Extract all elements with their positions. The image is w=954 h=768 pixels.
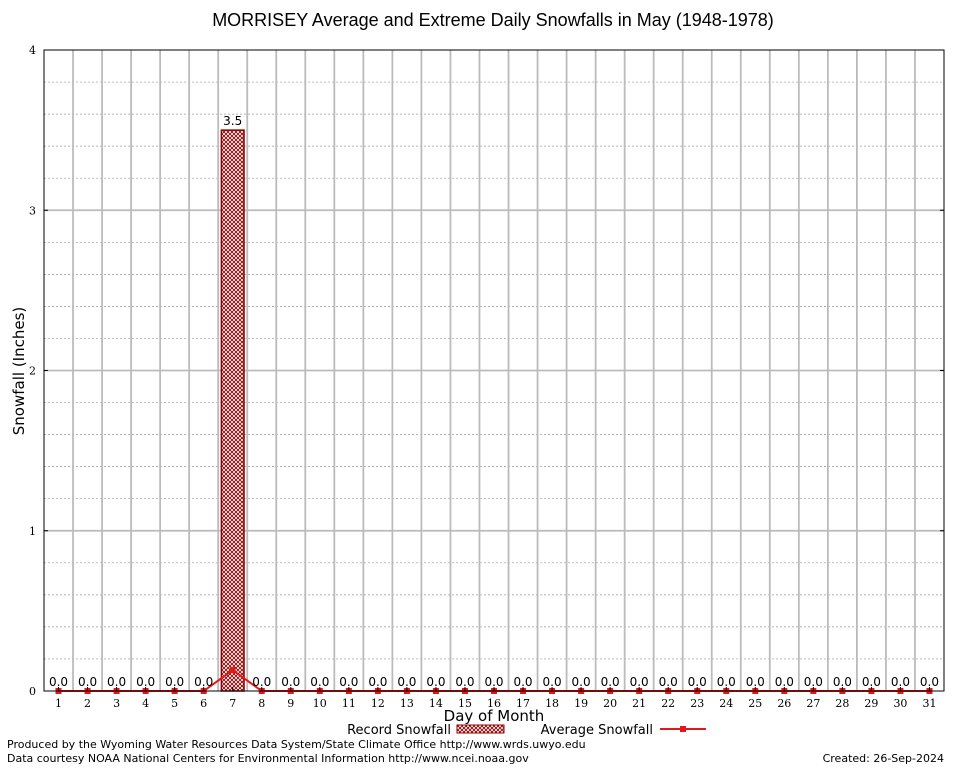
x-tick-label: 24 [719,697,733,710]
x-tick-label: 13 [400,697,414,710]
y-tick-label: 0 [29,685,36,698]
x-tick-label: 11 [342,697,356,710]
legend-average-marker [680,726,686,732]
x-tick-label: 20 [603,697,617,710]
data-label: 0.0 [717,675,736,689]
data-label: 0.0 [165,675,184,689]
data-label: 0.0 [455,675,474,689]
x-tick-label: 7 [229,697,236,710]
data-label: 0.0 [630,675,649,689]
data-label: 0.0 [543,675,562,689]
data-label: 0.0 [513,675,532,689]
data-label: 0.0 [136,675,155,689]
legend-record-label: Record Snowfall [347,723,451,738]
x-tick-label: 28 [835,697,849,710]
data-label: 0.0 [775,675,794,689]
x-tick-label: 15 [458,697,472,710]
data-label: 0.0 [833,675,852,689]
x-tick-label: 9 [287,697,294,710]
grid [44,50,944,691]
data-label: 0.0 [78,675,97,689]
y-tick-label: 3 [29,204,36,217]
x-tick-label: 26 [777,697,791,710]
data-label: 0.0 [310,675,329,689]
data-label: 0.0 [601,675,620,689]
footer-produced-by: Produced by the Wyoming Water Resources … [7,738,586,751]
data-label: 0.0 [484,675,503,689]
data-label: 0.0 [862,675,881,689]
legend-average-label: Average Snowfall [541,723,653,738]
x-tick-label: 30 [893,697,907,710]
x-tick-label: 18 [545,697,559,710]
x-tick-label: 21 [632,697,646,710]
x-tick-label: 6 [200,697,207,710]
x-tick-label: 2 [84,697,91,710]
x-tick-label: 14 [429,697,443,710]
x-tick-label: 8 [258,697,265,710]
x-tick-labels: 1 2 3 4 5 6 7 8 9 10 11 12 13 14 15 16 17 18 19 20 21 22 23 24 2… [55,687,936,710]
y-axis-title: Snowfall (Inches) [10,307,28,435]
legend: Record Snowfall Average Snowfall [347,723,706,738]
bars [220,129,245,692]
x-tick-label: 1 [55,697,62,710]
x-tick-label: 19 [574,697,588,710]
y-tick-label: 4 [29,44,36,57]
record-bar [220,129,245,692]
data-label: 0.0 [339,675,358,689]
data-label: 0.0 [49,675,68,689]
x-tick-label: 10 [313,697,327,710]
data-label: 0.0 [281,675,300,689]
data-label: 0.0 [107,675,126,689]
data-labels: 0.0 0.0 0.0 0.0 0.0 0.0 3.5 0.0 0.0 0.0 0.0 0.0 0.0 0… [49,114,939,689]
data-label: 3.5 [223,114,242,128]
x-tick-label: 22 [661,697,675,710]
data-label: 0.0 [397,675,416,689]
footer-created: Created: 26-Sep-2024 [822,752,944,765]
data-label: 0.0 [688,675,707,689]
data-label: 0.0 [746,675,765,689]
y-tick-label: 2 [29,365,36,378]
data-label: 0.0 [572,675,591,689]
legend-record-swatch [456,724,505,734]
data-label: 0.0 [891,675,910,689]
y-tick-label: 1 [29,525,36,538]
x-tick-label: 3 [113,697,120,710]
x-tick-label: 5 [171,697,178,710]
x-tick-label: 31 [922,697,936,710]
x-tick-label: 17 [516,697,530,710]
data-label: 0.0 [920,675,939,689]
chart-title: MORRISEY Average and Extreme Daily Snowf… [212,10,774,30]
average-point [229,667,236,674]
data-label: 0.0 [804,675,823,689]
footer-data-courtesy: Data courtesy NOAA National Centers for … [7,752,529,765]
x-tick-label: 27 [806,697,820,710]
data-label: 0.0 [426,675,445,689]
x-tick-label: 25 [748,697,762,710]
x-tick-label: 4 [142,697,149,710]
x-tick-label: 12 [371,697,385,710]
data-label: 0.0 [368,675,387,689]
x-axis-title: Day of Month [444,707,545,725]
x-tick-label: 16 [487,697,501,710]
x-tick-label: 29 [864,697,878,710]
data-label: 0.0 [252,675,271,689]
data-label: 0.0 [659,675,678,689]
x-tick-label: 23 [690,697,704,710]
y-tick-labels: 0 1 2 3 4 [29,44,944,698]
data-label: 0.0 [194,675,213,689]
